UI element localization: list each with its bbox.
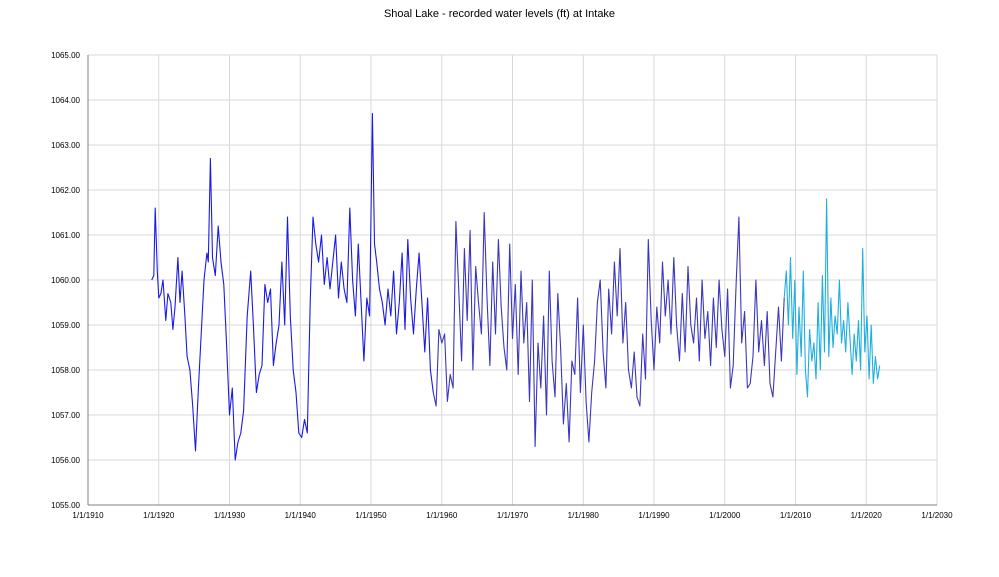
x-tick-label: 1/1/1910 <box>72 511 104 520</box>
y-tick-label: 1065.00 <box>51 51 80 60</box>
x-tick-label: 1/1/2020 <box>851 511 883 520</box>
series-line-3 <box>783 198 881 398</box>
y-tick-label: 1058.00 <box>51 366 80 375</box>
x-tick-label: 1/1/2000 <box>709 511 741 520</box>
chart-title: Shoal Lake - recorded water levels (ft) … <box>383 8 616 20</box>
x-tick-label: 1/1/1980 <box>568 511 600 520</box>
x-tick-label: 1/1/1920 <box>143 511 175 520</box>
x-tick-label: 1/1/1960 <box>426 511 458 520</box>
y-tick-label: 1055.00 <box>51 501 80 510</box>
x-tick-label: 1/1/2010 <box>780 511 812 520</box>
series-line-1 <box>151 112 434 461</box>
x-tick-label: 1/1/1940 <box>285 511 317 520</box>
y-tick-label: 1062.00 <box>51 186 80 195</box>
x-tick-label: 1/1/1950 <box>355 511 387 520</box>
y-tick-label: 1063.00 <box>51 141 80 150</box>
y-tick-label: 1057.00 <box>51 411 80 420</box>
y-tick-label: 1056.00 <box>51 456 80 465</box>
x-tick-label: 1/1/2030 <box>921 511 953 520</box>
x-tick-label: 1/1/1970 <box>497 511 529 520</box>
y-tick-label: 1064.00 <box>51 96 80 105</box>
y-tick-label: 1060.00 <box>51 276 80 285</box>
x-tick-label: 1/1/1930 <box>214 511 246 520</box>
y-tick-label: 1059.00 <box>51 321 80 330</box>
y-tick-label: 1061.00 <box>51 231 80 240</box>
x-tick-label: 1/1/1990 <box>638 511 670 520</box>
series-line-2 <box>432 211 785 448</box>
